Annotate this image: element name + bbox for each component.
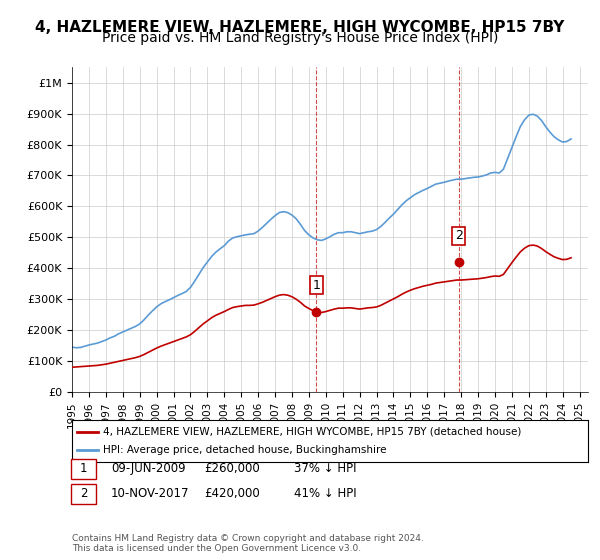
Text: 09-JUN-2009: 09-JUN-2009 xyxy=(111,462,185,475)
Text: 41% ↓ HPI: 41% ↓ HPI xyxy=(294,487,356,501)
Text: HPI: Average price, detached house, Buckinghamshire: HPI: Average price, detached house, Buck… xyxy=(103,445,386,455)
Text: Contains HM Land Registry data © Crown copyright and database right 2024.
This d: Contains HM Land Registry data © Crown c… xyxy=(72,534,424,553)
Text: 1: 1 xyxy=(80,462,87,475)
Text: 1: 1 xyxy=(313,279,320,292)
Text: 2: 2 xyxy=(80,487,87,501)
Text: 37% ↓ HPI: 37% ↓ HPI xyxy=(294,462,356,475)
Text: 4, HAZLEMERE VIEW, HAZLEMERE, HIGH WYCOMBE, HP15 7BY (detached house): 4, HAZLEMERE VIEW, HAZLEMERE, HIGH WYCOM… xyxy=(103,427,521,437)
Text: £420,000: £420,000 xyxy=(204,487,260,501)
Text: 4, HAZLEMERE VIEW, HAZLEMERE, HIGH WYCOMBE, HP15 7BY: 4, HAZLEMERE VIEW, HAZLEMERE, HIGH WYCOM… xyxy=(35,20,565,35)
Text: Price paid vs. HM Land Registry's House Price Index (HPI): Price paid vs. HM Land Registry's House … xyxy=(102,31,498,45)
Text: 2: 2 xyxy=(455,229,463,242)
Text: £260,000: £260,000 xyxy=(204,462,260,475)
Text: 10-NOV-2017: 10-NOV-2017 xyxy=(111,487,190,501)
